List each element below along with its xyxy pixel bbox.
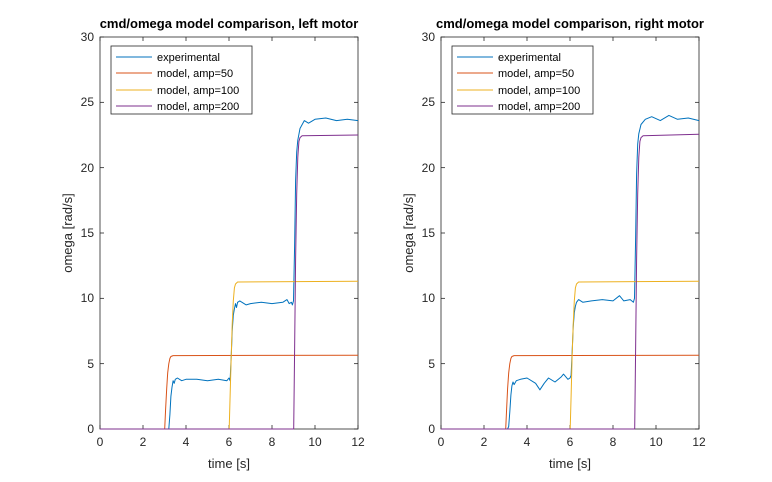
y-axis-label-left: omega [rad/s] [60, 193, 75, 273]
chart-title-right: cmd/omega model comparison, right motor [436, 16, 704, 31]
legend-label: experimental [157, 52, 220, 64]
x-tick-label: 2 [140, 435, 147, 449]
series-line-amp200 [100, 134, 359, 430]
chart-panel-left: cmd/omega model comparison, left motor 0… [60, 16, 365, 471]
y-tick-label: 10 [422, 291, 436, 305]
x-tick-label: 4 [524, 435, 531, 449]
x-tick-label: 8 [269, 435, 276, 449]
y-axis-label-right: omega [rad/s] [401, 193, 416, 273]
x-tick-label: 12 [692, 435, 706, 449]
legend-label: model, amp=100 [157, 85, 239, 97]
legend-label: experimental [498, 52, 561, 64]
legend-label: model, amp=200 [498, 101, 580, 113]
legend-label: model, amp=100 [498, 85, 580, 97]
y-tick-label: 0 [428, 422, 435, 436]
x-axis-label-left: time [s] [208, 456, 250, 471]
legend-right: experimental model, amp=50 model, amp=10… [451, 45, 594, 115]
x-tick-label: 8 [610, 435, 617, 449]
y-tick-label: 20 [81, 161, 95, 175]
y-tick-label: 30 [422, 30, 436, 44]
y-tick-label: 25 [81, 95, 95, 109]
x-tick-label: 0 [97, 435, 104, 449]
chart-panel-right: cmd/omega model comparison, right motor … [401, 16, 706, 471]
x-tick-label: 2 [481, 435, 488, 449]
series-line-experimental [441, 114, 700, 430]
x-tick-label: 4 [183, 435, 190, 449]
x-tick-label: 6 [226, 435, 233, 449]
x-tick-labels-right: 0 2 4 6 8 10 12 [438, 435, 706, 449]
series-line-experimental [100, 117, 359, 430]
y-tick-labels-right: 0 5 10 15 20 25 30 [422, 30, 436, 436]
series-group-right [441, 114, 700, 430]
y-tick-label: 10 [81, 291, 95, 305]
x-tick-label: 12 [351, 435, 365, 449]
x-tick-label: 0 [438, 435, 445, 449]
chart-title-left: cmd/omega model comparison, left motor [100, 16, 359, 31]
y-tick-label: 0 [87, 422, 94, 436]
y-tick-label: 15 [422, 226, 436, 240]
y-tick-label: 20 [422, 161, 436, 175]
x-tick-label: 6 [567, 435, 574, 449]
x-tick-label: 10 [649, 435, 663, 449]
x-tick-labels-left: 0 2 4 6 8 10 12 [97, 435, 365, 449]
legend-label: model, amp=50 [498, 68, 574, 80]
y-tick-label: 30 [81, 30, 95, 44]
y-tick-label: 5 [87, 357, 94, 371]
y-tick-label: 25 [422, 95, 436, 109]
x-tick-label: 10 [308, 435, 322, 449]
legend-left: experimental model, amp=50 model, amp=10… [110, 45, 253, 115]
y-tick-label: 15 [81, 226, 95, 240]
legend-label: model, amp=200 [157, 101, 239, 113]
x-axis-label-right: time [s] [549, 456, 591, 471]
y-tick-label: 5 [428, 357, 435, 371]
legend-label: model, amp=50 [157, 68, 233, 80]
y-tick-labels-left: 0 5 10 15 20 25 30 [81, 30, 95, 436]
series-group-left [100, 117, 359, 430]
series-line-amp200 [441, 133, 700, 430]
